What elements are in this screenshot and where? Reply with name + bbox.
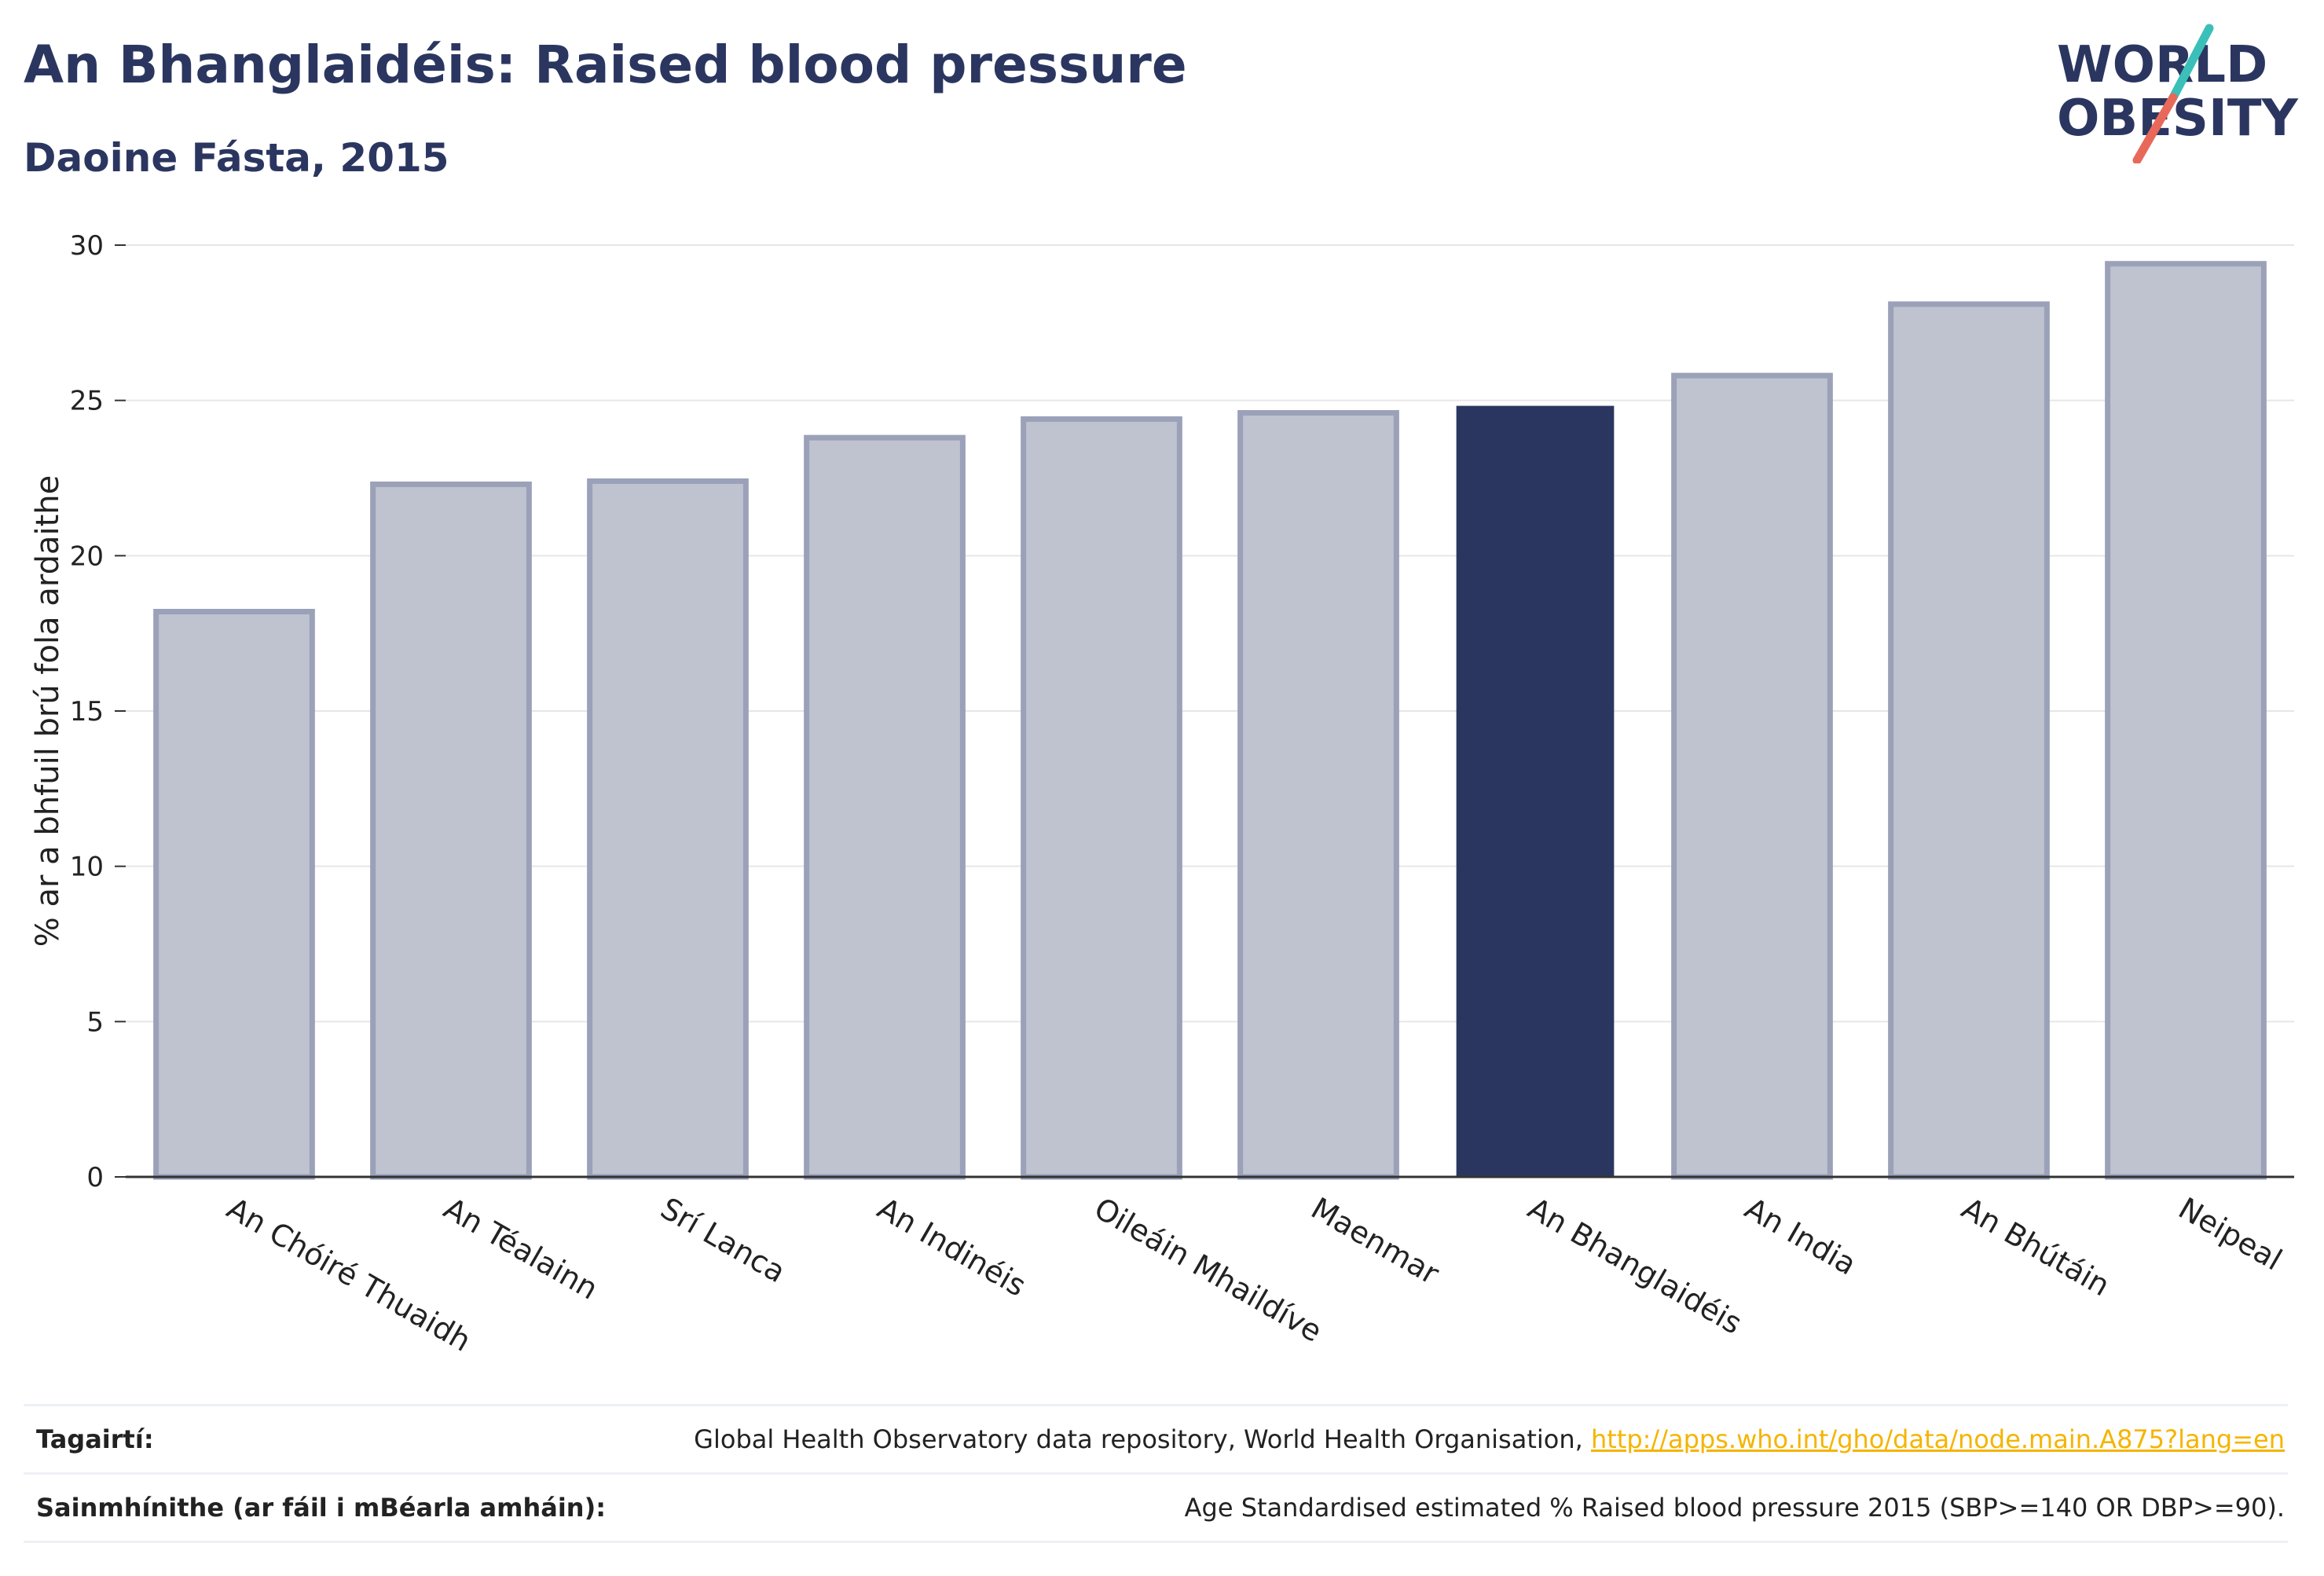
references-value: Global Health Observatory data repositor…: [694, 1424, 2288, 1454]
bar-8[interactable]: [1888, 301, 2050, 1180]
x-tick-label: An Indinéis: [872, 1191, 1032, 1303]
y-tick-label: 30: [70, 230, 104, 262]
logo-text-obesity: OBESITY: [2057, 90, 2298, 148]
bars: [153, 261, 2267, 1180]
y-axis-label: % ar a bhfuil brú fola ardaithe: [30, 475, 66, 947]
bar-0[interactable]: [153, 608, 315, 1180]
y-tick-label: 20: [70, 541, 104, 572]
y-tick-label: 5: [86, 1006, 104, 1038]
bar-6[interactable]: [1456, 405, 1615, 1178]
references-text: Global Health Observatory data repositor…: [694, 1424, 1591, 1454]
definitions-label: Sainmhínithe (ar fáil i mBéarla amháin):: [36, 1493, 606, 1523]
x-tick-label: An India: [1739, 1191, 1863, 1282]
definitions-row: Sainmhínithe (ar fáil i mBéarla amháin):…: [24, 1472, 2288, 1543]
x-tick-label: An Bhútáin: [1956, 1191, 2116, 1303]
bar-3[interactable]: [804, 434, 966, 1180]
logo-slash-coral: [2132, 93, 2178, 163]
y-axis-ticks: 0 5 10 15 20 25 30: [70, 230, 126, 1193]
bar-9[interactable]: [2105, 261, 2267, 1180]
y-tick-label: 25: [70, 386, 104, 417]
logo-text-world: WORLD: [2057, 36, 2267, 94]
references-label: Tagairtí:: [36, 1424, 154, 1454]
bar-1[interactable]: [370, 481, 532, 1180]
x-tick-label: Srí Lanca: [655, 1191, 792, 1290]
x-tick-label: Oileáin Mhaildíve: [1089, 1191, 1329, 1349]
y-tick-label: 10: [70, 852, 104, 883]
footer: Tagairtí: Global Health Observatory data…: [24, 1404, 2288, 1543]
x-tick-label: An Téalainn: [438, 1191, 604, 1307]
y-tick-label: 0: [86, 1162, 104, 1193]
references-row: Tagairtí: Global Health Observatory data…: [24, 1404, 2288, 1472]
bar-5[interactable]: [1237, 409, 1399, 1180]
bar-4[interactable]: [1021, 416, 1182, 1180]
x-tick-label: Maenmar: [1306, 1191, 1446, 1292]
references-link[interactable]: http://apps.who.int/gho/data/node.main.A…: [1590, 1424, 2285, 1454]
y-tick-label: 15: [70, 696, 104, 728]
bar-7[interactable]: [1671, 372, 1833, 1180]
definitions-text: Age Standardised estimated % Raised bloo…: [1184, 1493, 2285, 1523]
logo-slash-teal: [2168, 24, 2214, 102]
bar-2[interactable]: [587, 478, 749, 1180]
x-tick-label: Neipeal: [2173, 1191, 2288, 1277]
x-tick-label: An Chóiré Thuaidh: [222, 1191, 477, 1358]
chart-subtitle: Daoine Fásta, 2015: [24, 135, 449, 181]
x-tick-label: An Bhanglaidéis: [1523, 1191, 1748, 1341]
chart-title: An Bhanglaidéis: Raised blood pressure: [24, 35, 1187, 95]
world-obesity-logo: WORLD OBESITY: [2057, 24, 2298, 163]
